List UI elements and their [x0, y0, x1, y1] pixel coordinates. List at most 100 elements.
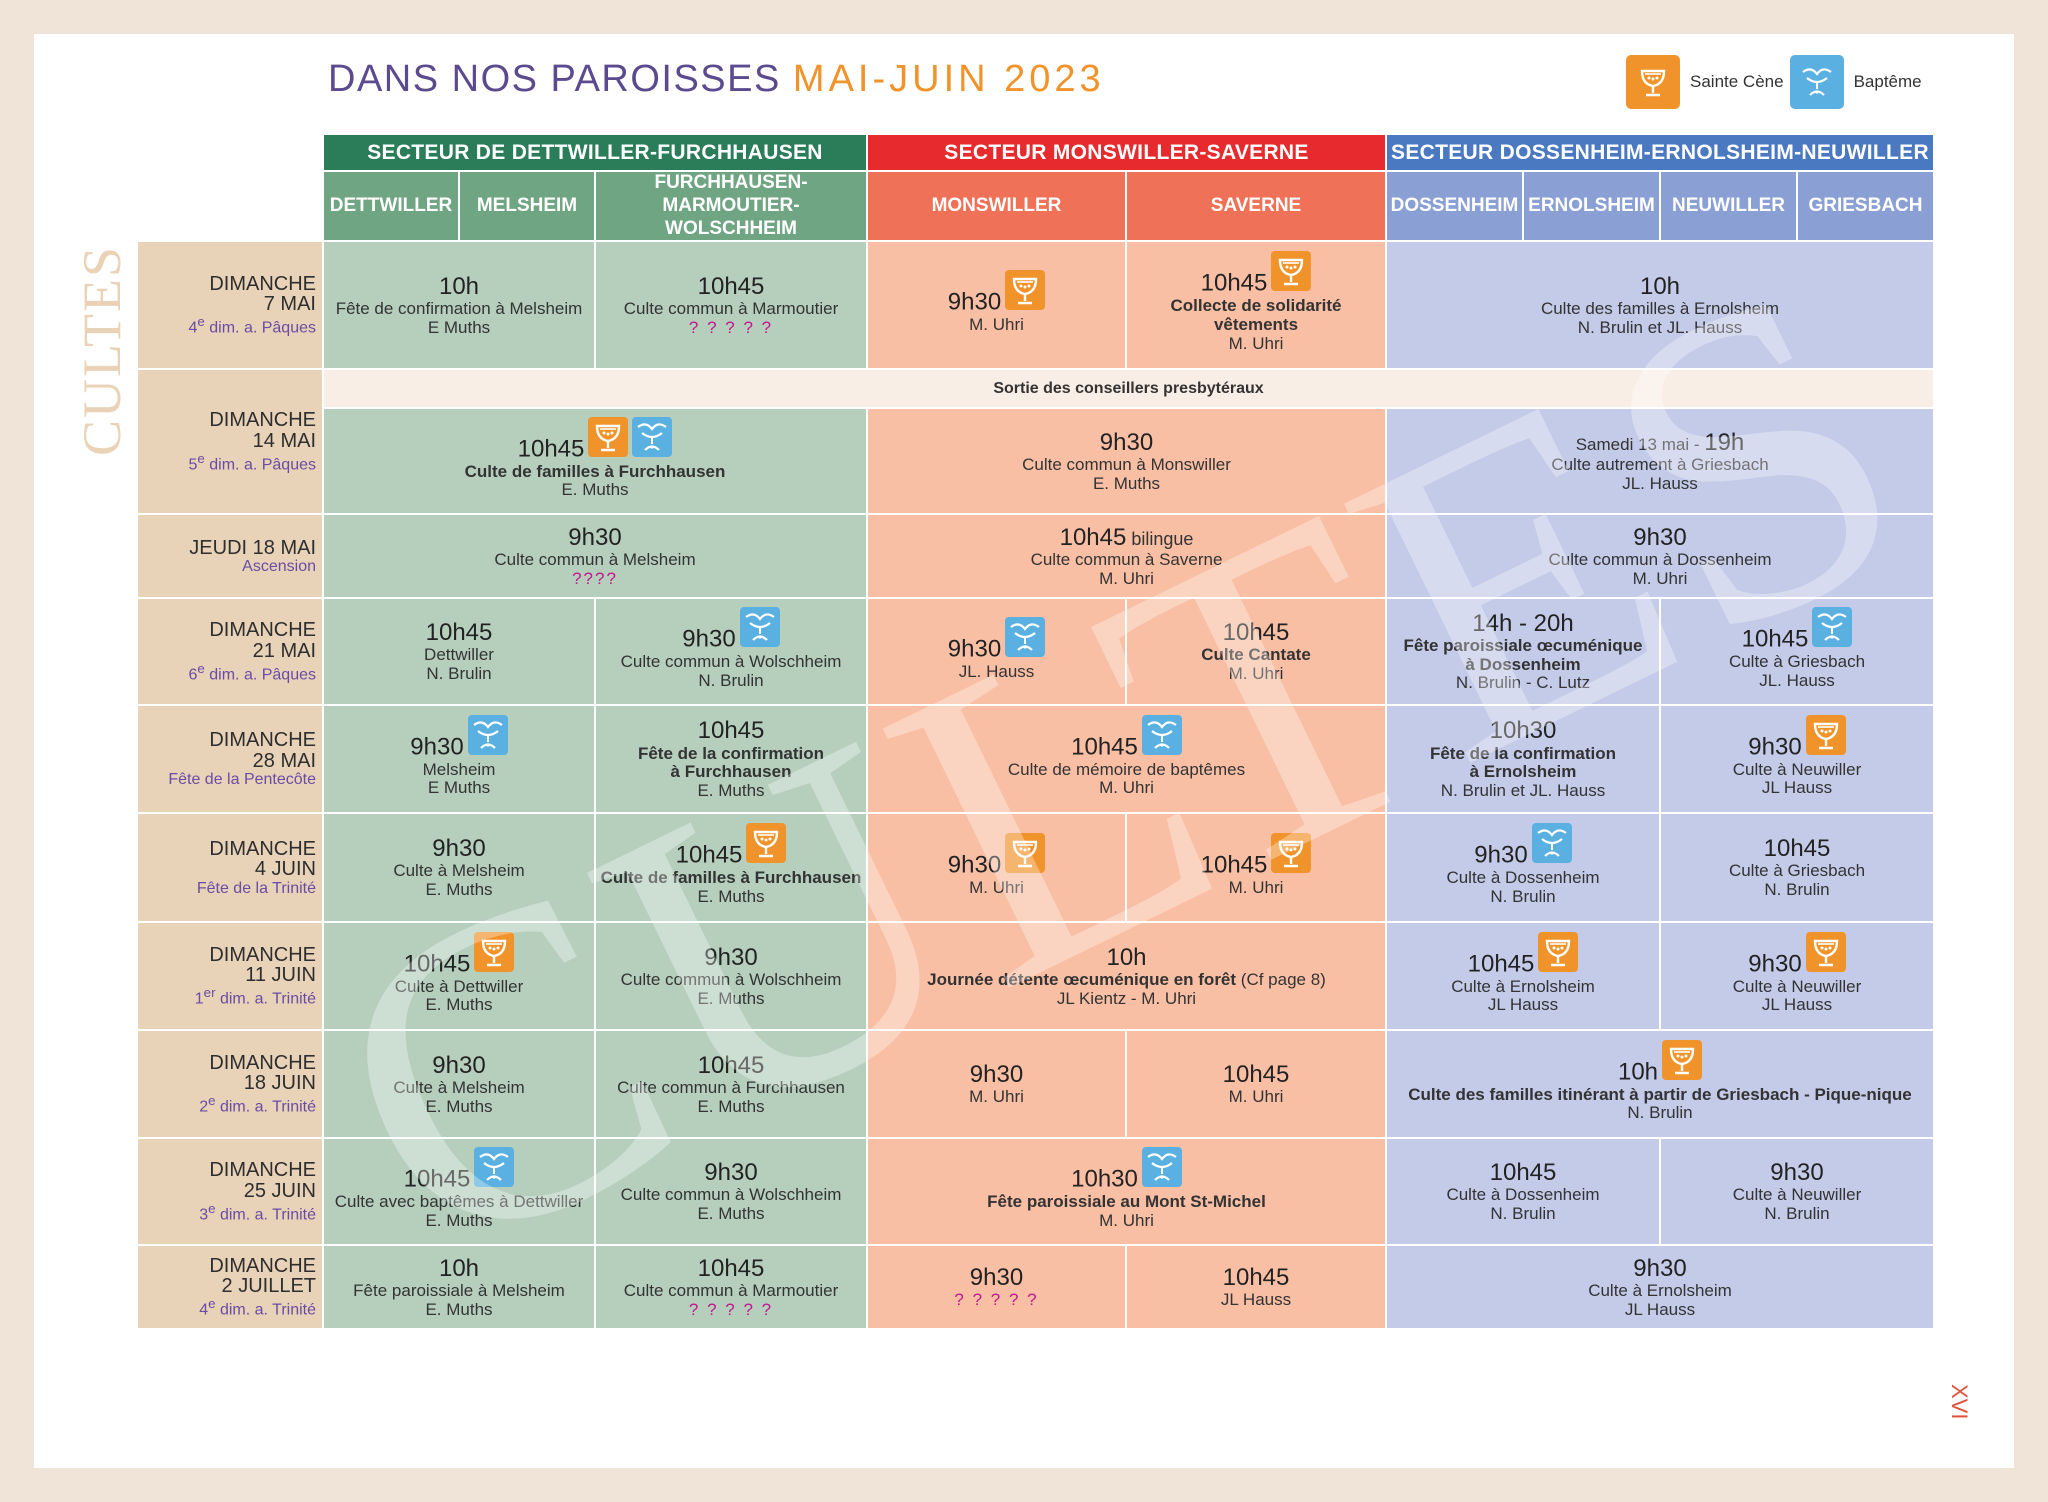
service-line: Culte commun à Dossenheim	[1548, 549, 1772, 569]
date-sub: 5e dim. a. Pâques	[139, 450, 317, 474]
date-sub: 1er dim. a. Trinité	[139, 986, 316, 1008]
date-sub: Fête de la Trinité	[196, 879, 316, 897]
service-time: 10h45	[1763, 835, 1831, 862]
service-line: E. Muths	[561, 480, 629, 500]
service-cell: 10h Journée détente œcuménique en forêt (…	[866, 921, 1387, 1032]
service-cell: 9h30 Culte à Neuwiller JL Hauss	[1659, 921, 1935, 1032]
service-cell: 9h30 Culte commun à Melsheim????	[322, 513, 868, 600]
service-time: 10h30	[1071, 1165, 1138, 1193]
service-line: à Ernolsheim	[1469, 762, 1577, 782]
service-line: Fête paroissiale à Melsheim	[353, 1280, 565, 1300]
service-time: 10h45	[403, 950, 471, 978]
date-sub-sup: e	[197, 660, 205, 676]
service-time: 9h30	[682, 625, 736, 653]
chalice-icon	[588, 416, 629, 457]
service-line: Culte autrement à Griesbach	[1551, 454, 1769, 474]
service-cell: 10h45 Fête de la confirmation à Furchhause…	[594, 704, 868, 815]
date-date: 18 JUIN	[243, 1072, 316, 1095]
service-time: 10h	[1617, 1058, 1659, 1086]
service-line: E. Muths	[697, 1096, 765, 1116]
service-time: 9h30	[704, 1159, 758, 1186]
service-time: 10h45	[697, 272, 765, 300]
date-cell: DIMANCHE 7 MAI 4e dim. a. Pâques	[136, 240, 324, 371]
service-extra: bilingue	[1126, 528, 1194, 549]
service-line: JL Kientz - M. Uhri	[1056, 988, 1197, 1008]
date-day: DIMANCHE	[209, 837, 316, 860]
service-line: E. Muths	[425, 1096, 493, 1116]
service-line: M. Uhri	[1099, 778, 1154, 798]
service-line: Culte à Neuwiller	[1732, 1185, 1862, 1205]
service-cell: 10h45 JL Hauss	[1125, 1244, 1387, 1331]
service-cell: 9h30 Melsheim E Muths	[322, 704, 596, 815]
service-line: Fête paroissiale œcuménique	[1403, 636, 1643, 656]
service-time: 9h30	[969, 1060, 1024, 1088]
service-line: N. Brulin	[1490, 886, 1556, 906]
date-sub-sup: e	[208, 1200, 216, 1216]
service-line: Culte commun à Melsheim	[494, 549, 696, 569]
date-day: DIMANCHE	[209, 943, 316, 966]
date-sub-num: 4	[199, 1301, 209, 1319]
service-line: E. Muths	[697, 988, 765, 1008]
date-day: DIMANCHE	[209, 1051, 316, 1074]
service-line: E Muths	[427, 778, 491, 798]
date-cell: DIMANCHE 28 MAI Fête de la Pentecôte	[136, 704, 324, 815]
table-row: DIMANCHE 7 MAI 4e dim. a. Pâques 10h Fête d…	[136, 240, 1935, 371]
table-row: DIMANCHE 21 MAI 6e dim. a. Pâques 10h45 Det…	[136, 597, 1935, 707]
table-row: DIMANCHE 18 JUIN 2e dim. a. Trinité 9h30 Cu…	[136, 1029, 1935, 1140]
date-sub-rest: dim. a. Trinité	[215, 1098, 316, 1116]
service-cell: 10h45 Culte commun à Marmoutier? ? ? ? ?	[594, 240, 868, 371]
service-line: Culte Cantate	[1201, 645, 1311, 665]
service-line: Dettwiller	[424, 645, 494, 665]
chalice-icon	[1271, 832, 1312, 873]
table-row: 10h45 Culte de familles à Furchhausen E. M…	[137, 407, 1935, 516]
service-cell: 10h45 Culte commun à Furchhausen E. Muths	[594, 1029, 868, 1140]
parish-header-row: DETTWILLER MELSHEIM FURCHHAUSEN-MARMOUTI…	[137, 169, 1935, 243]
service-line: Culte à Ernolsheim	[1451, 976, 1595, 996]
service-line: E. Muths	[697, 780, 765, 800]
service-cell: 10h45 Dettwiller N. Brulin	[322, 597, 596, 707]
service-line: N. Brulin	[1764, 1204, 1830, 1224]
service-line: ? ? ? ? ?	[688, 317, 774, 337]
service-time: 10h45	[1222, 619, 1290, 646]
corner-cell	[137, 134, 323, 242]
service-line: Culte commun à Wolschheim	[620, 969, 842, 989]
page-number: XVI	[1947, 1384, 1972, 1420]
service-time: 10h45	[1200, 851, 1268, 879]
sector-dettwiller: SECTEUR DE DETTWILLER-FURCHHAUSEN	[322, 133, 868, 172]
service-line: E Muths	[427, 317, 491, 337]
sector-monswiller: SECTEUR MONSWILLER-SAVERNE	[866, 133, 1387, 172]
service-cell: 10h45 Culte à Griesbach JL. Hauss	[1659, 597, 1935, 707]
service-line: à Dossenheim	[1465, 654, 1581, 674]
date-sub: 4e dim. a. Pâques	[139, 315, 317, 337]
service-line: E. Muths	[425, 880, 493, 900]
baptism-hands-icon	[1531, 823, 1572, 864]
title-part-2: MAI-JUIN 2023	[792, 58, 1105, 100]
service-line: JL. Hauss	[1759, 670, 1835, 690]
chalice-icon	[746, 823, 787, 864]
service-time: 9h30	[704, 943, 758, 971]
table-row: JEUDI 18 MAI Ascension 9h30 Culte commun à…	[136, 513, 1935, 600]
service-time: 9h30	[1474, 841, 1528, 869]
date-cell: DIMANCHE 25 JUIN 3e dim. a. Trinité	[136, 1137, 324, 1247]
date-date: 11 JUIN	[245, 964, 316, 987]
service-extra: (Cf page 8)	[1236, 969, 1326, 989]
service-line: Culte de familles à Furchhausen	[600, 868, 862, 888]
service-line: Culte des familles à Ernolsheim	[1540, 298, 1780, 318]
chalice-icon	[474, 931, 515, 972]
service-time: 9h30	[969, 1263, 1024, 1291]
service-cell: 10h45 M. Uhri	[1125, 812, 1387, 924]
date-cell: JEUDI 18 MAI Ascension	[136, 513, 324, 600]
chalice-icon	[1005, 832, 1046, 873]
baptism-hands-icon	[1141, 1147, 1182, 1188]
service-line: Melsheim	[422, 759, 496, 779]
service-cell: 10h30 Fête de la confirmation à Ernolsheim…	[1385, 704, 1661, 815]
service-time: 10h45	[1467, 950, 1535, 978]
service-line: E. Muths	[425, 1299, 493, 1319]
parish-furchhausen: FURCHHAUSEN-MARMOUTIER- WOLSCHHEIM	[594, 169, 868, 243]
date-sub-sup: e	[197, 450, 205, 466]
service-time: 10h45	[1222, 1060, 1290, 1088]
service-time: 9h30	[1633, 523, 1687, 551]
title-part-1: DANS NOS PAROISSES	[328, 58, 781, 100]
service-cell: 9h30 Culte commun à Wolschheim E. Muths	[594, 921, 868, 1032]
service-line: Culte à Neuwiller	[1732, 976, 1862, 996]
